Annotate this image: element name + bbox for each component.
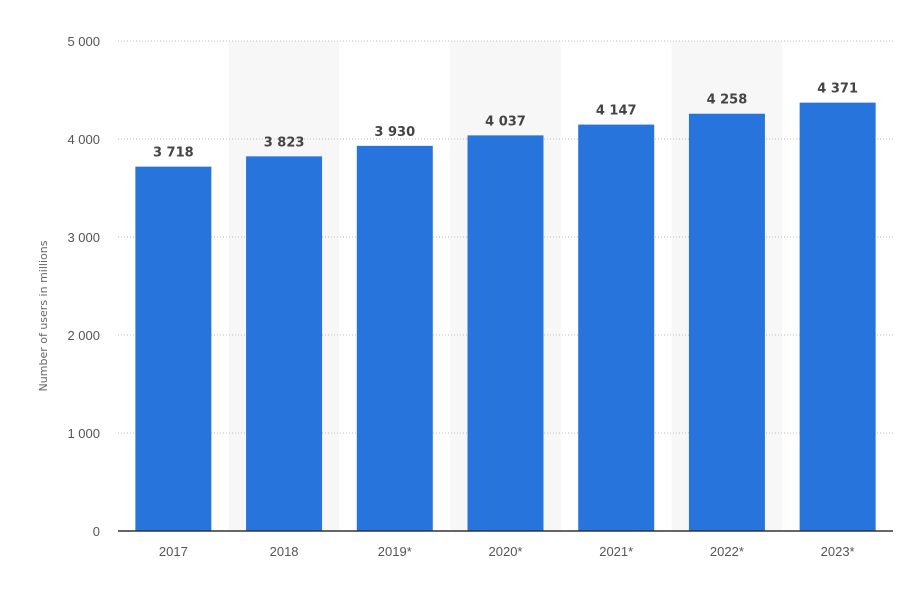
- y-tick-label: 1 000: [67, 426, 100, 441]
- x-tick-label: 2019*: [378, 544, 412, 559]
- y-tick-label: 3 000: [67, 230, 100, 245]
- x-tick-label: 2018: [270, 544, 299, 559]
- data-label: 4 258: [707, 93, 748, 108]
- y-tick-label: 5 000: [67, 34, 100, 49]
- y-axis-title: Number of users in millions: [37, 240, 50, 391]
- x-tick-label: 2023*: [821, 544, 855, 559]
- bar[interactable]: [135, 166, 212, 532]
- y-tick-label: 4 000: [67, 132, 100, 147]
- bar[interactable]: [799, 102, 876, 531]
- data-label: 3 718: [153, 146, 194, 161]
- x-tick-label: 2017: [159, 544, 188, 559]
- y-axis-ticks: 0 1 000 2 000 3 000 4 000 5 000: [67, 34, 100, 539]
- y-tick-label: 0: [93, 524, 100, 539]
- y-tick-label: 2 000: [67, 328, 100, 343]
- bar[interactable]: [356, 145, 433, 532]
- x-axis-ticks: 2017 2018 2019* 2020* 2021* 2022* 2023*: [159, 544, 855, 559]
- bar[interactable]: [467, 135, 544, 531]
- data-label: 3 930: [374, 125, 415, 140]
- x-tick-label: 2020*: [489, 544, 523, 559]
- bar[interactable]: [688, 113, 765, 531]
- bar[interactable]: [578, 124, 655, 532]
- data-label: 4 147: [596, 104, 637, 119]
- value-labels: 3 718 3 823 3 930 4 037 4 147 4 258 4 371: [153, 82, 858, 161]
- data-label: 4 371: [817, 82, 858, 97]
- data-label: 4 037: [485, 114, 526, 129]
- x-tick-label: 2021*: [599, 544, 633, 559]
- bars: [135, 102, 876, 532]
- x-tick-label: 2022*: [710, 544, 744, 559]
- data-label: 3 823: [264, 135, 305, 150]
- bar[interactable]: [246, 156, 323, 531]
